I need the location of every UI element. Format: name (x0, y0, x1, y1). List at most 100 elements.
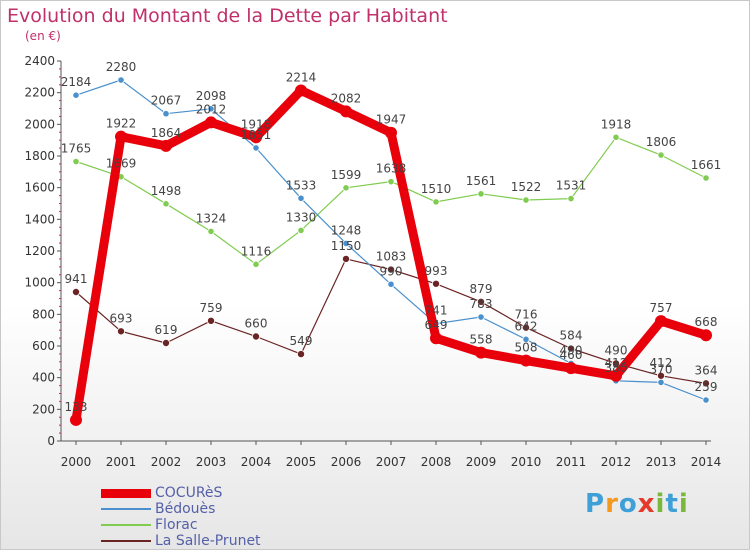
data-point (612, 133, 620, 141)
data-label: 649 (425, 318, 448, 332)
data-label: 993 (425, 264, 448, 278)
y-tick-label: 400 (32, 371, 55, 385)
data-label: 460 (560, 348, 583, 362)
y-tick-label: 600 (32, 339, 55, 353)
data-label: 668 (695, 315, 718, 329)
data-label: 1083 (376, 250, 407, 264)
x-tick-label: 2002 (151, 455, 182, 469)
data-point (386, 265, 395, 274)
data-point (252, 144, 260, 152)
data-label: 1806 (646, 135, 677, 149)
data-label: 412 (650, 356, 673, 370)
legend-label: COCURèS (155, 485, 223, 501)
y-tick-label: 800 (32, 307, 55, 321)
data-label: 380 (605, 361, 628, 375)
data-label: 1864 (151, 126, 182, 140)
data-point (72, 288, 81, 297)
data-point (657, 378, 665, 387)
data-point (205, 116, 217, 129)
brand-letter: P (585, 489, 606, 519)
data-point (702, 174, 710, 182)
data-point (70, 413, 82, 426)
data-label: 1150 (331, 239, 362, 253)
data-label: 1116 (241, 244, 272, 258)
x-tick-label: 2005 (286, 455, 317, 469)
brand-letter: o (618, 489, 638, 519)
legend-swatch (101, 488, 151, 498)
data-point (522, 196, 530, 204)
x-tick-label: 2011 (556, 455, 587, 469)
data-point (431, 279, 440, 288)
y-tick-label: 0 (47, 434, 55, 448)
data-label: 741 (425, 304, 448, 318)
data-label: 370 (650, 362, 673, 376)
data-label: 1531 (556, 179, 587, 193)
data-label: 941 (65, 272, 88, 286)
data-point (297, 194, 305, 202)
x-tick-label: 2008 (421, 455, 452, 469)
series-layer (70, 76, 712, 426)
data-label: 2082 (331, 91, 362, 105)
data-label: 412 (605, 356, 628, 370)
data-label: 783 (470, 297, 493, 311)
data-point (476, 297, 485, 306)
brand-letter: t (665, 489, 679, 519)
y-tick-label: 1200 (24, 244, 55, 258)
legend-swatch (101, 540, 151, 542)
data-point (207, 227, 215, 235)
data-label: 558 (470, 333, 493, 347)
chart-title: Evolution du Montant de la Dette par Hab… (7, 5, 448, 27)
data-label: 660 (245, 317, 268, 331)
data-point (207, 105, 215, 113)
y-tick-label: 2400 (24, 54, 55, 68)
data-label: 716 (515, 308, 538, 322)
data-label: 2067 (151, 94, 182, 108)
brand-letter: r (605, 489, 619, 519)
data-point (162, 200, 170, 208)
data-point (296, 350, 305, 359)
brand-letter: x (637, 489, 656, 519)
data-point (251, 332, 260, 341)
data-point (72, 157, 80, 166)
data-point (432, 198, 440, 206)
data-point (387, 280, 395, 288)
data-label: 693 (110, 311, 133, 325)
data-label: 2280 (106, 60, 137, 74)
data-point (700, 329, 712, 342)
data-point (565, 362, 577, 375)
data-label: 549 (290, 334, 313, 348)
data-point (612, 359, 621, 368)
legend-label: La Salle-Prunet (155, 533, 261, 549)
data-point (342, 184, 350, 192)
data-point (567, 194, 575, 203)
data-label: 1851 (241, 128, 272, 142)
data-label: 259 (695, 380, 718, 394)
data-point (162, 110, 170, 118)
data-point (430, 332, 442, 345)
data-label: 2184 (61, 75, 92, 89)
data-label: 1661 (691, 158, 722, 172)
data-point (72, 91, 80, 99)
y-tick-label: 1800 (24, 149, 55, 163)
data-point (475, 346, 487, 359)
data-label: 2214 (286, 70, 317, 84)
x-tick-label: 2000 (61, 455, 92, 469)
data-point (567, 344, 576, 353)
data-point (160, 139, 172, 152)
data-point (522, 323, 531, 332)
y-tick-label: 1000 (24, 276, 55, 290)
chart-unit: (en €) (25, 29, 61, 43)
data-point (342, 239, 350, 247)
data-label: 508 (515, 341, 538, 355)
data-point (655, 315, 667, 328)
data-point (161, 338, 170, 347)
data-label: 490 (560, 343, 583, 357)
data-label: 1330 (286, 210, 317, 224)
data-label: 490 (605, 343, 628, 357)
data-point (117, 76, 125, 84)
data-label: 2012 (196, 102, 227, 116)
data-label: 757 (650, 301, 673, 315)
data-point (657, 151, 665, 159)
data-point (117, 327, 126, 336)
legend-label: Florac (155, 517, 198, 533)
